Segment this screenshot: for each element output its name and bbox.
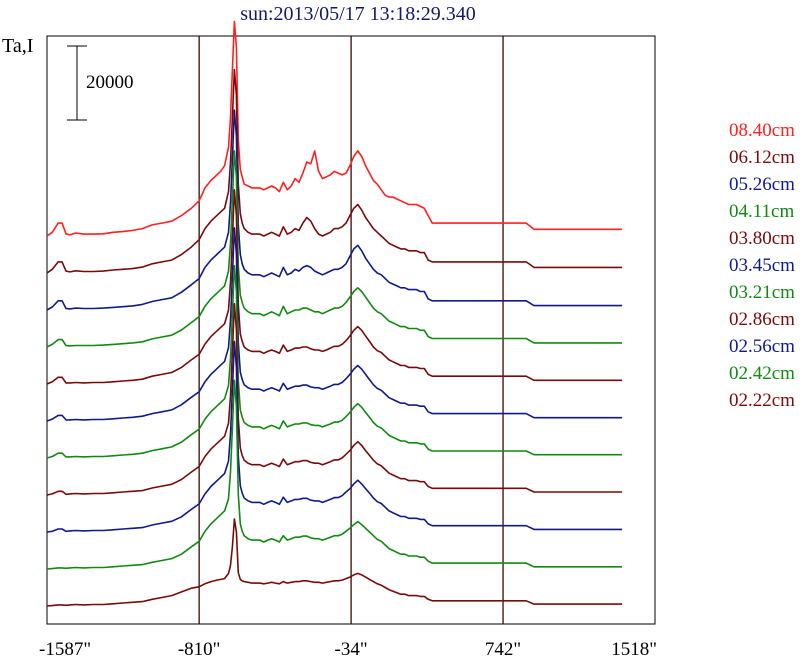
legend-entry-03.45cm: 03.45cm [729,255,795,276]
chart-title: sun:2013/05/17 13:18:29.340 [240,3,476,25]
series-line-06.12cm [46,68,623,274]
x-tick-label: -34" [335,639,368,660]
legend-entry-02.56cm: 02.56cm [729,336,795,357]
x-tick-label: 1518" [611,639,657,660]
legend-entry-04.11cm: 04.11cm [729,201,794,222]
legend-entry-05.26cm: 05.26cm [729,174,795,195]
x-axis-ticks: -1587" -810" -34" 742" 1518" [39,639,657,660]
legend-entry-02.42cm: 02.42cm [729,363,795,384]
legend: 08.40cm 06.12cm 05.26cm 04.11cm 03.80cm 03.45… [729,120,795,411]
series-line-02.42cm [46,379,623,570]
legend-entry-03.80cm: 03.80cm [729,228,795,249]
series-line-03.21cm [46,264,623,459]
series-line-03.45cm [46,227,623,422]
x-tick-label: -810" [178,639,221,660]
series-line-02.22cm [46,518,623,607]
y-axis-label: Ta,I [2,35,33,57]
series-line-03.80cm [46,189,623,385]
scale-bar-label: 20000 [86,72,134,93]
series-line-02.56cm [46,340,623,533]
scale-bar: 20000 [67,45,134,121]
series-line-02.86cm [46,302,623,496]
series-line-05.26cm [46,109,623,311]
series-group [46,20,623,607]
x-tick-label: 742" [485,639,521,660]
legend-entry-02.86cm: 02.86cm [729,309,795,330]
legend-entry-06.12cm: 06.12cm [729,147,795,168]
x-tick-label: -1587" [39,639,91,660]
legend-entry-03.21cm: 03.21cm [729,282,795,303]
legend-entry-08.40cm: 08.40cm [729,120,795,141]
series-line-04.11cm [46,150,623,348]
series-line-08.40cm [46,20,623,237]
legend-entry-02.22cm: 02.22cm [729,390,795,411]
